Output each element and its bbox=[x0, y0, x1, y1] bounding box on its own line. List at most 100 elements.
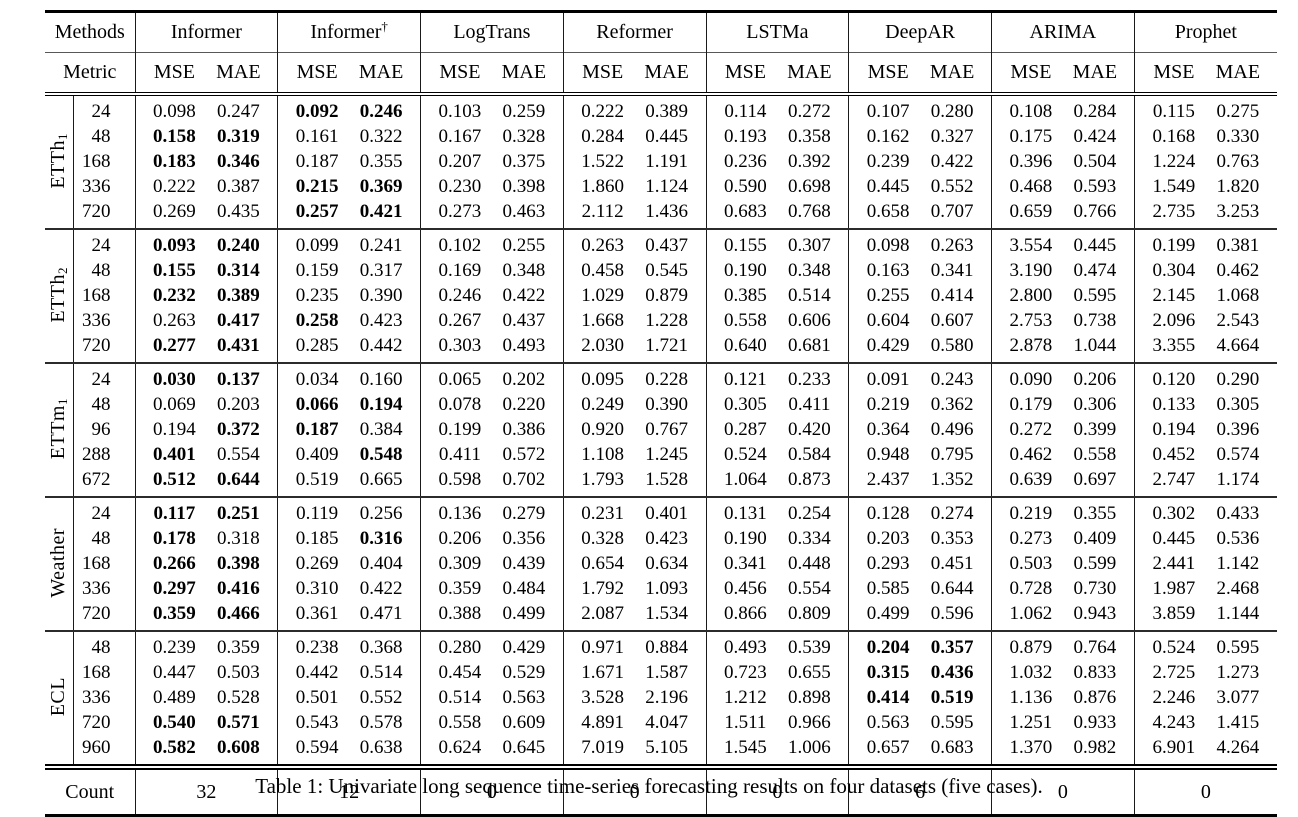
mae-value: 0.638 bbox=[359, 737, 403, 758]
mae-value: 0.433 bbox=[1216, 503, 1260, 524]
mae-value: 0.665 bbox=[359, 469, 403, 490]
data-cell: 0.654 0.634 bbox=[562, 551, 706, 576]
mse-value: 0.359 bbox=[438, 578, 482, 599]
mse-value: 0.117 bbox=[153, 503, 196, 524]
mse-mae-pair: 0.361 0.471 bbox=[279, 602, 419, 625]
mse-value: 0.305 bbox=[724, 394, 767, 415]
table-row: 336 0.297 0.416 0.310 0.422 0.359 0.484 1.792 1.… bbox=[45, 576, 1277, 601]
mae-value: 0.466 bbox=[217, 603, 260, 624]
mae-value: 1.142 bbox=[1216, 553, 1260, 574]
mse-value: 0.115 bbox=[1152, 101, 1195, 122]
data-cell: 0.099 0.241 bbox=[277, 229, 421, 258]
mse-mae-pair: 2.087 1.534 bbox=[565, 602, 705, 625]
data-cell: 0.305 0.411 bbox=[705, 392, 849, 417]
mse-mae-pair: 0.445 0.536 bbox=[1136, 527, 1276, 550]
data-cell: 0.155 0.307 bbox=[705, 229, 849, 258]
mse-value: 0.341 bbox=[724, 553, 767, 574]
dataset-label-ettm1: ETTm1 bbox=[45, 363, 73, 497]
mae-value: 0.341 bbox=[930, 260, 974, 281]
mse-value: 0.219 bbox=[1009, 503, 1053, 524]
mae-value: 0.580 bbox=[930, 335, 974, 356]
mae-value: 0.353 bbox=[930, 528, 974, 549]
mse-value: 0.409 bbox=[295, 444, 339, 465]
mse-mae-pair: 1.671 1.587 bbox=[565, 661, 705, 684]
mse-value: 0.948 bbox=[866, 444, 910, 465]
mse-mae-pair: 0.098 0.263 bbox=[850, 234, 990, 257]
mse-mae-pair: 4.891 4.047 bbox=[565, 711, 705, 734]
mse-value: 2.145 bbox=[1152, 285, 1196, 306]
mae-value: 0.767 bbox=[645, 419, 688, 440]
data-cell: 0.971 0.884 bbox=[562, 631, 706, 660]
mse-value: 0.284 bbox=[581, 126, 624, 147]
mse-mae-pair: 0.540 0.571 bbox=[137, 711, 277, 734]
mse-value: 0.103 bbox=[438, 101, 482, 122]
data-cell: 0.315 0.436 bbox=[848, 660, 992, 685]
mse-value: 0.162 bbox=[866, 126, 910, 147]
data-cell: 0.120 0.290 bbox=[1133, 363, 1277, 392]
data-cell: 0.030 0.137 bbox=[134, 363, 278, 392]
mse-value: 0.187 bbox=[295, 151, 339, 172]
data-cell: 0.190 0.334 bbox=[705, 526, 849, 551]
mse-mae-pair: 0.175 0.424 bbox=[993, 125, 1133, 148]
mse-mae-pair: 3.859 1.144 bbox=[1136, 602, 1276, 625]
mae-column-label: MAE bbox=[929, 61, 975, 83]
mse-mae-pair: 0.099 0.241 bbox=[279, 234, 419, 257]
mae-value: 0.552 bbox=[359, 687, 403, 708]
mse-column-label: MSE bbox=[1153, 61, 1195, 83]
mse-value: 1.671 bbox=[581, 662, 624, 683]
mse-mae-pair: 2.441 1.142 bbox=[1136, 552, 1276, 575]
mse-mae-pair: 0.514 0.563 bbox=[422, 686, 562, 709]
mae-column-label: MAE bbox=[216, 61, 261, 83]
mae-value: 0.202 bbox=[502, 369, 546, 390]
mse-value: 2.437 bbox=[866, 469, 910, 490]
horizon-label: 24 bbox=[72, 94, 135, 124]
mae-value: 0.306 bbox=[1073, 394, 1117, 415]
mse-mae-pair: 0.654 0.634 bbox=[565, 552, 705, 575]
mse-mae-pair: 1.668 1.228 bbox=[565, 309, 705, 332]
mse-mae-pair: 0.266 0.398 bbox=[137, 552, 277, 575]
mae-value: 1.191 bbox=[645, 151, 688, 172]
mae-value: 0.346 bbox=[217, 151, 260, 172]
mse-mae-pair: 0.454 0.529 bbox=[422, 661, 562, 684]
mse-value: 0.215 bbox=[295, 176, 339, 197]
mse-mae-pair: 0.328 0.423 bbox=[565, 527, 705, 550]
mse-mae-pair: 0.249 0.390 bbox=[565, 393, 705, 416]
mse-mae-pair: 0.543 0.578 bbox=[279, 711, 419, 734]
horizon-label: 24 bbox=[72, 497, 135, 526]
mae-value: 1.415 bbox=[1216, 712, 1260, 733]
data-cell: 0.657 0.683 bbox=[848, 735, 992, 767]
mae-value: 0.399 bbox=[1073, 419, 1117, 440]
data-cell: 0.514 0.563 bbox=[420, 685, 564, 710]
metric-pair: MSE MAE bbox=[422, 61, 562, 84]
mse-mae-pair: 0.091 0.243 bbox=[850, 368, 990, 391]
mse-mae-pair: 1.212 0.898 bbox=[708, 686, 848, 709]
mse-mae-pair: 0.411 0.572 bbox=[422, 443, 562, 466]
mse-mae-pair: 4.243 1.415 bbox=[1136, 711, 1276, 734]
data-cell: 1.511 0.966 bbox=[705, 710, 849, 735]
data-cell: 2.441 1.142 bbox=[1133, 551, 1277, 576]
data-cell: 0.199 0.381 bbox=[1133, 229, 1277, 258]
mse-mae-pair: 6.901 4.264 bbox=[1136, 736, 1276, 759]
data-cell: 0.442 0.514 bbox=[277, 660, 421, 685]
data-cell: 0.263 0.417 bbox=[134, 308, 278, 333]
table-row: 336 0.263 0.417 0.258 0.423 0.267 0.437 1.668 1.… bbox=[45, 308, 1277, 333]
mse-value: 2.112 bbox=[581, 201, 624, 222]
metric-header-cell: MSE MAE bbox=[991, 52, 1135, 94]
mse-mae-pair: 0.493 0.539 bbox=[708, 636, 848, 659]
data-cell: 0.204 0.357 bbox=[848, 631, 992, 660]
data-cell: 3.355 4.664 bbox=[1133, 333, 1277, 363]
mse-value: 0.445 bbox=[1152, 528, 1196, 549]
mse-mae-pair: 7.019 5.105 bbox=[565, 736, 705, 759]
mse-mae-pair: 0.445 0.552 bbox=[850, 175, 990, 198]
data-cell: 2.246 3.077 bbox=[1133, 685, 1277, 710]
mae-value: 1.124 bbox=[645, 176, 688, 197]
mse-value: 1.860 bbox=[581, 176, 624, 197]
data-cell: 0.179 0.306 bbox=[991, 392, 1135, 417]
column-header-arima: ARIMA bbox=[991, 11, 1135, 53]
mae-value: 1.721 bbox=[645, 335, 688, 356]
mse-mae-pair: 1.032 0.833 bbox=[993, 661, 1133, 684]
mse-mae-pair: 3.355 4.664 bbox=[1136, 334, 1276, 357]
data-cell: 0.131 0.254 bbox=[705, 497, 849, 526]
mse-mae-pair: 0.187 0.355 bbox=[279, 150, 419, 173]
metric-pair: MSE MAE bbox=[279, 61, 419, 84]
